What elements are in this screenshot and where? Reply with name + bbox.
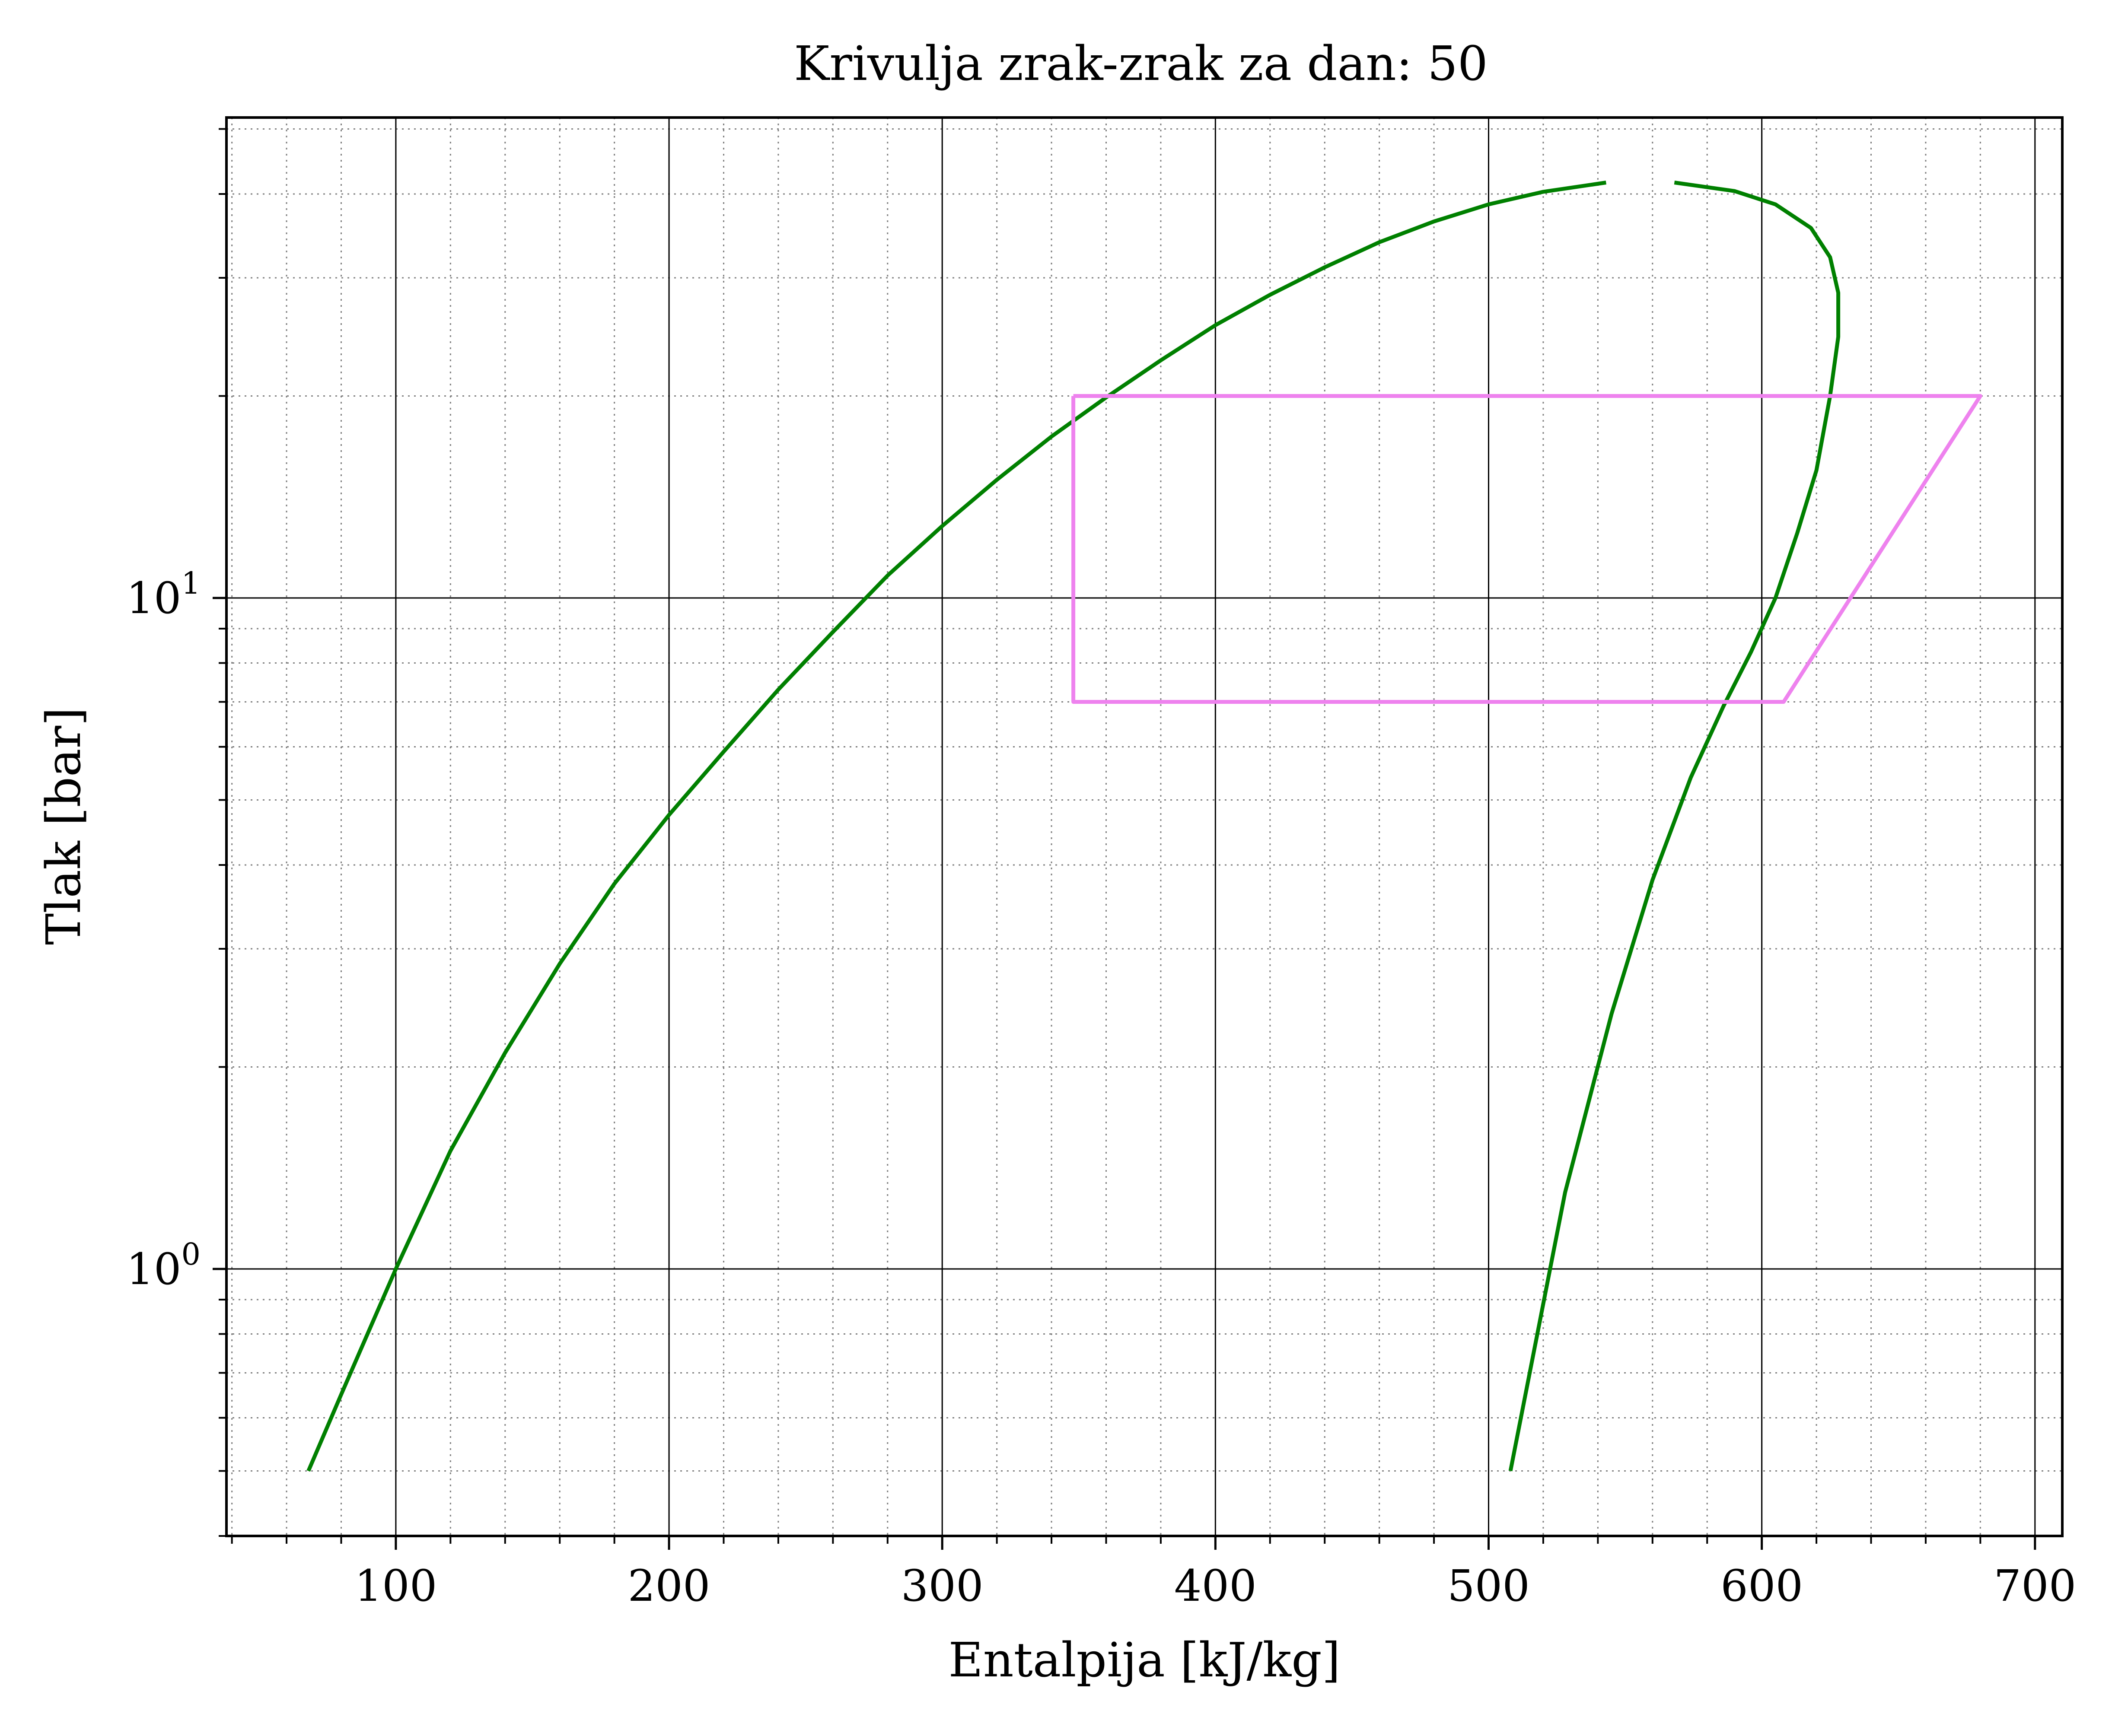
x-tick-label: 100 <box>354 1561 437 1611</box>
x-tick-label: 200 <box>628 1561 710 1611</box>
minor-grid <box>226 118 2062 1537</box>
series-layer <box>306 181 1982 1472</box>
x-tick-label: 600 <box>1720 1561 1803 1611</box>
x-tick-label: 500 <box>1447 1561 1530 1611</box>
plot-area <box>225 116 2064 1537</box>
y-tick-label: 100 <box>126 1237 201 1294</box>
x-axis-ticks: 100 200 300 400 500 600 700 <box>231 1536 2076 1611</box>
x-tick-label: 700 <box>1994 1561 2076 1611</box>
axes-frame <box>225 116 2064 1537</box>
y-tick-label: 101 <box>126 566 201 623</box>
series-line-2 <box>1508 181 1841 1472</box>
y-axis-label: Tlak [bar] <box>36 707 91 945</box>
x-tick-label: 300 <box>901 1561 984 1611</box>
x-tick-label: 400 <box>1174 1561 1257 1611</box>
series-line-1 <box>306 181 1606 1472</box>
y-axis-ticks: 100 101 <box>126 128 226 1537</box>
major-grid <box>226 118 2062 1536</box>
x-axis-label: Entalpija [kJ/kg] <box>948 1632 1340 1688</box>
series-line-3 <box>1071 394 1982 704</box>
chart-title: Krivulja zrak-zrak za dan: 50 <box>794 36 1488 91</box>
